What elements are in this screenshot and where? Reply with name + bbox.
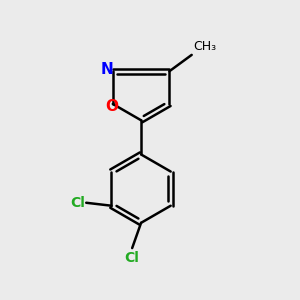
Text: O: O [105,99,118,114]
Text: N: N [101,62,114,77]
Text: Cl: Cl [125,251,140,265]
Text: Cl: Cl [70,196,85,210]
Text: CH₃: CH₃ [193,40,216,52]
